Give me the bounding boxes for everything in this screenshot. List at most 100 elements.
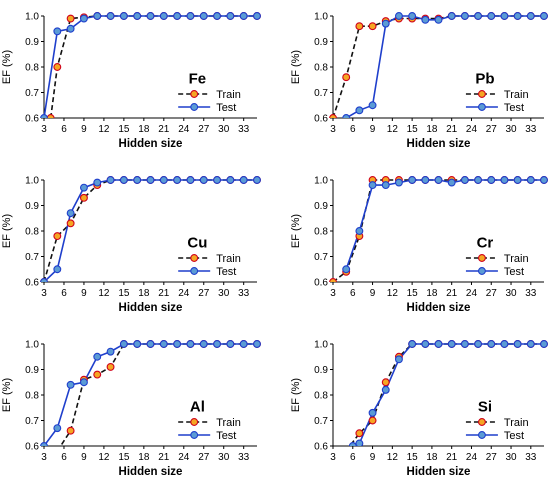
- y-tick-label: 0.7: [25, 252, 39, 263]
- point-train: [355, 429, 364, 438]
- x-tick-label: 12: [387, 288, 399, 299]
- x-tick-label: 24: [466, 288, 478, 299]
- y-tick-label: 0.6: [314, 278, 328, 289]
- chart-panel-pb: 0.6 0.7 0.8 0.9 1.0 3 6 9 12 15 18 21 24 27 30 33 Hidden…: [290, 12, 548, 150]
- legend-marker-test: [190, 431, 199, 439]
- x-tick-label: 6: [350, 288, 356, 299]
- x-tick-label: 30: [505, 288, 517, 299]
- x-tick-label: 12: [387, 452, 399, 463]
- y-tick-label: 0.9: [314, 201, 328, 212]
- point-test: [474, 176, 483, 184]
- x-tick-label: 15: [407, 124, 419, 135]
- point-test: [368, 181, 377, 190]
- legend-marker-test: [477, 103, 486, 111]
- point-test: [213, 176, 222, 184]
- point-train: [368, 22, 377, 31]
- point-test: [342, 265, 351, 274]
- x-tick-label: 27: [198, 124, 210, 135]
- point-test: [253, 340, 261, 348]
- x-axis-label: Hidden size: [407, 466, 471, 478]
- point-test: [355, 106, 364, 115]
- y-tick-label: 1.0: [314, 176, 328, 187]
- point-test: [500, 340, 509, 348]
- series-line-test: [352, 343, 544, 446]
- x-tick-label: 15: [118, 288, 130, 299]
- y-tick-label: 1.0: [25, 12, 39, 23]
- point-test: [79, 378, 88, 387]
- point-test: [159, 12, 168, 20]
- x-tick-label: 12: [98, 452, 110, 463]
- point-test: [199, 176, 208, 184]
- y-tick-label: 0.6: [314, 114, 328, 125]
- point-test: [119, 340, 128, 348]
- point-train: [54, 448, 61, 455]
- x-tick-label: 9: [81, 124, 87, 135]
- legend-marker-train: [477, 418, 486, 426]
- x-tick-label: 6: [61, 124, 67, 135]
- point-test: [368, 101, 377, 110]
- point-test: [106, 176, 115, 184]
- point-test: [186, 176, 195, 184]
- point-test: [348, 442, 357, 446]
- chart-panel-fe: 0.6 0.7 0.8 0.9 1.0 3 6 9 12 15 18 21 24 27 30 33 Hidden…: [1, 12, 261, 150]
- plot-area: [348, 340, 548, 446]
- x-tick-label: 15: [407, 452, 419, 463]
- x-tick-label: 18: [138, 288, 150, 299]
- x-tick-label: 6: [350, 124, 356, 135]
- point-test: [159, 176, 168, 184]
- y-tick-label: 0.8: [25, 391, 39, 402]
- series-line-test: [345, 15, 544, 118]
- x-tick-label: 12: [98, 124, 110, 135]
- x-tick-label: 18: [426, 124, 438, 135]
- point-train: [329, 114, 337, 118]
- point-train: [329, 278, 337, 282]
- y-tick-label: 0.6: [25, 442, 39, 453]
- point-test: [79, 183, 88, 192]
- x-tick-label: 27: [486, 124, 498, 135]
- legend-marker-test: [190, 267, 199, 275]
- x-tick-label: 21: [446, 288, 458, 299]
- y-tick-label: 0.7: [25, 88, 39, 99]
- point-train: [368, 416, 377, 425]
- point-test: [40, 278, 48, 282]
- element-annotation: Al: [190, 398, 205, 415]
- legend-label-test: Test: [216, 430, 236, 442]
- point-test: [513, 12, 522, 20]
- legend-label-train: Train: [216, 253, 241, 265]
- point-train: [53, 232, 62, 241]
- point-train: [66, 219, 75, 228]
- legend-label-train: Train: [216, 417, 241, 429]
- point-train: [342, 73, 351, 82]
- legend-marker-train: [190, 418, 199, 426]
- plot-area: [40, 340, 261, 455]
- legend-label-train: Train: [216, 89, 241, 101]
- x-tick-label: 3: [41, 124, 47, 135]
- point-test: [447, 340, 456, 348]
- point-test: [460, 340, 469, 348]
- point-test: [239, 340, 248, 348]
- legend-label-test: Test: [504, 266, 524, 278]
- y-tick-label: 1.0: [314, 340, 328, 351]
- x-tick-label: 27: [198, 452, 210, 463]
- y-tick-label: 0.6: [25, 114, 39, 125]
- point-test: [513, 176, 522, 184]
- x-tick-label: 24: [178, 452, 190, 463]
- x-tick-label: 27: [198, 288, 210, 299]
- x-tick-label: 3: [41, 452, 47, 463]
- legend-marker-test: [477, 431, 486, 439]
- point-test: [66, 380, 75, 389]
- point-test: [133, 12, 142, 20]
- y-tick-label: 0.9: [25, 365, 39, 376]
- x-axis-label: Hidden size: [119, 138, 183, 150]
- x-axis-label: Hidden size: [119, 302, 183, 314]
- x-tick-label: 24: [178, 124, 190, 135]
- point-test: [447, 178, 456, 187]
- point-train: [355, 22, 364, 31]
- x-tick-label: 3: [330, 124, 336, 135]
- y-tick-label: 0.6: [314, 442, 328, 453]
- x-tick-label: 3: [330, 288, 336, 299]
- point-train: [53, 63, 62, 71]
- x-tick-label: 9: [370, 452, 376, 463]
